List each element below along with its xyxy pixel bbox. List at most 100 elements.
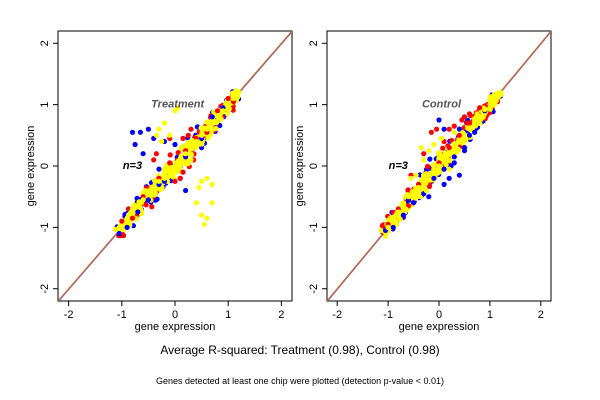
red-point xyxy=(440,145,446,151)
yellow-point xyxy=(167,132,173,138)
yellow-point xyxy=(456,138,462,145)
blue-point xyxy=(135,209,141,215)
yellow-point xyxy=(209,181,215,187)
yellow-point xyxy=(161,120,167,126)
y-tick-label: -2 xyxy=(39,284,51,294)
yellow-point xyxy=(436,163,442,169)
yellow-point xyxy=(135,203,141,209)
red-point xyxy=(446,145,452,151)
red-point xyxy=(466,111,473,117)
y-tick-label: 1 xyxy=(39,102,51,108)
data-layer xyxy=(327,31,551,301)
yellow-point xyxy=(492,97,498,103)
yellow-point xyxy=(145,191,151,197)
yellow-point xyxy=(436,169,442,175)
yellow-point xyxy=(477,114,483,120)
yellow-point xyxy=(204,126,210,132)
yellow-point xyxy=(383,233,389,239)
blue-point xyxy=(156,166,162,172)
x-tick-label: -2 xyxy=(332,309,342,321)
yellow-point xyxy=(236,89,242,95)
blue-point xyxy=(140,151,146,157)
red-point xyxy=(379,223,385,229)
red-point xyxy=(177,175,183,181)
yellow-point xyxy=(438,135,445,141)
y-tick-label: 2 xyxy=(308,40,320,46)
red-point xyxy=(167,152,173,158)
red-point xyxy=(119,218,125,224)
x-tick-label: 2 xyxy=(278,309,284,321)
yellow-point xyxy=(193,138,199,145)
yellow-point xyxy=(408,175,414,181)
yellow-point xyxy=(183,151,189,157)
yellow-point xyxy=(157,187,164,193)
yellow-point xyxy=(493,91,499,97)
yellow-point xyxy=(134,216,140,222)
yellow-point xyxy=(151,184,157,191)
yellow-point xyxy=(451,145,457,151)
yellow-point xyxy=(188,157,194,163)
yellow-point xyxy=(426,148,432,154)
blue-point xyxy=(390,224,396,230)
yellow-point xyxy=(204,175,210,181)
sample-count-label: n=3 xyxy=(123,160,142,172)
treatment-panel: -2 -1 0 1 2 -2 -1 0 1 2 gene expression gene expres… xyxy=(25,30,293,333)
yellow-point xyxy=(455,146,461,152)
red-point xyxy=(188,126,194,132)
red-point xyxy=(143,202,149,208)
blue-point xyxy=(466,132,473,138)
yellow-point xyxy=(136,199,142,205)
yellow-point xyxy=(441,156,447,162)
y-tick-label: 1 xyxy=(308,102,320,108)
yellow-point xyxy=(451,129,457,135)
blue-point xyxy=(441,181,447,187)
yellow-point xyxy=(395,209,401,215)
red-point xyxy=(424,163,431,170)
y-tick-label: 0 xyxy=(308,163,320,169)
x-axis-title: gene expression xyxy=(399,321,480,333)
yellow-point xyxy=(172,163,178,169)
x-tick-label: 1 xyxy=(225,309,231,321)
yellow-point xyxy=(177,159,183,166)
yellow-point xyxy=(182,142,188,149)
r-squared-caption: Average R-squared: Treatment (0.98), Con… xyxy=(160,343,440,357)
yellow-point xyxy=(220,108,226,114)
yellow-point xyxy=(177,156,183,162)
yellow-point xyxy=(416,193,423,199)
yellow-point xyxy=(156,178,162,184)
yellow-point xyxy=(152,178,158,184)
yellow-point xyxy=(397,216,403,222)
yellow-point xyxy=(199,178,205,184)
yellow-point xyxy=(476,118,482,124)
y-tick-label: 2 xyxy=(39,40,51,46)
red-point xyxy=(214,108,221,114)
yellow-point xyxy=(410,191,417,197)
y-tick-label: -2 xyxy=(308,284,320,294)
yellow-point xyxy=(129,206,136,212)
red-point xyxy=(428,129,434,135)
yellow-point xyxy=(405,194,412,200)
yellow-point xyxy=(435,151,442,157)
yellow-point xyxy=(403,206,409,212)
yellow-point xyxy=(487,102,493,108)
blue-point xyxy=(209,114,215,120)
blue-point xyxy=(116,230,122,237)
yellow-point xyxy=(378,228,384,234)
x-tick-label: 1 xyxy=(487,309,493,321)
blue-point xyxy=(129,129,136,135)
yellow-point xyxy=(142,188,148,194)
red-point xyxy=(153,151,159,157)
yellow-point xyxy=(421,157,427,163)
yellow-point xyxy=(230,95,237,102)
yellow-point xyxy=(436,156,442,162)
yellow-point xyxy=(124,215,130,221)
x-tick-label: -1 xyxy=(383,309,393,321)
yellow-point xyxy=(225,102,231,108)
x-tick-label: 0 xyxy=(436,309,442,321)
red-point xyxy=(151,157,157,163)
blue-point xyxy=(426,194,432,200)
blue-point xyxy=(431,175,437,181)
x-tick-label: -2 xyxy=(64,309,74,321)
red-point xyxy=(129,215,136,221)
red-point xyxy=(120,232,127,239)
